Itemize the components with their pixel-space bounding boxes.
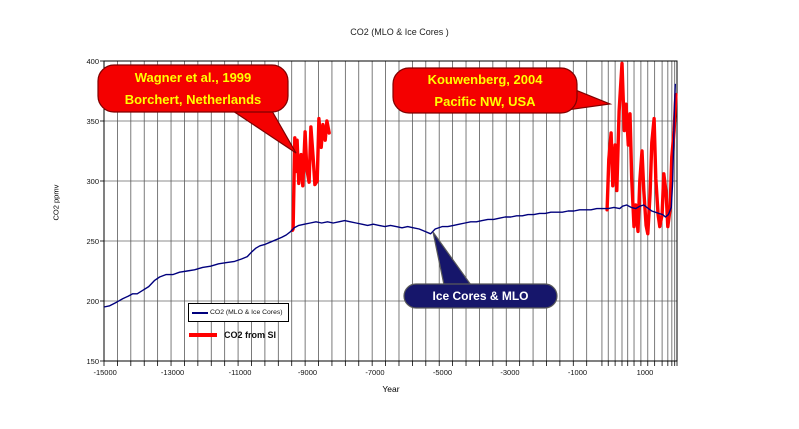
series-co2-from-si: [290, 116, 331, 232]
callout-kouwenberg-bubble: [392, 67, 578, 114]
callout-ice-cores-bubble: [403, 283, 558, 309]
x-tick-label: -15000: [93, 368, 117, 377]
x-tick-label: -3000: [500, 368, 520, 377]
legend-line-blue-icon: [192, 311, 208, 314]
y-tick-label: 350: [86, 116, 99, 126]
legend-label-si: CO2 from SI: [224, 330, 277, 340]
y-tick-label: 200: [86, 296, 99, 306]
callout-ice-cores-tail: [432, 231, 473, 286]
x-tick-label: -11000: [228, 368, 252, 377]
x-tick-label: -13000: [160, 368, 185, 377]
y-tick-label: 400: [86, 56, 99, 66]
callout-wagner-line1: Wagner et al., 1999: [134, 70, 252, 85]
x-tick-label: 1000: [636, 368, 654, 377]
callout-kouwenberg-line2: Pacific NW, USA: [434, 94, 536, 109]
callout-wagner-line2: Borchert, Netherlands: [124, 92, 262, 107]
x-axis-title: Year: [382, 384, 400, 394]
callout-wagner: Wagner et al., 1999 Borchert, Netherland…: [98, 65, 288, 112]
callout-kouwenberg: Kouwenberg, 2004 Pacific NW, USA: [393, 68, 577, 113]
callout-ice-cores: Ice Cores & MLO: [432, 289, 529, 303]
x-tick-label: -5000: [432, 368, 453, 377]
y-tick-label: 250: [86, 236, 99, 246]
x-tick-label: -1000: [567, 368, 588, 377]
legend-frame: CO2 (MLO & Ice Cores): [188, 303, 289, 322]
y-axis-title: CO2 ppmv: [51, 184, 61, 221]
legend-label-ice-cores: CO2 (MLO & Ice Cores): [210, 309, 283, 316]
series-co2-mlo-ice-cores: [103, 83, 676, 308]
chart-title: CO2 (MLO & Ice Cores ): [350, 27, 449, 37]
callout-kouwenberg-line1: Kouwenberg, 2004: [427, 72, 543, 87]
series-co2-from-si: [605, 61, 678, 236]
x-tick-label: -7000: [365, 368, 385, 377]
y-tick-label: 150: [86, 356, 99, 366]
x-tick-label: -9000: [297, 368, 318, 377]
legend-line-red-icon: [189, 333, 217, 337]
legend-entry-si: CO2 from SI: [189, 330, 276, 340]
plot-border: [103, 60, 678, 362]
callout-wagner-bubble: [97, 64, 289, 113]
y-tick-label: 300: [86, 176, 99, 186]
